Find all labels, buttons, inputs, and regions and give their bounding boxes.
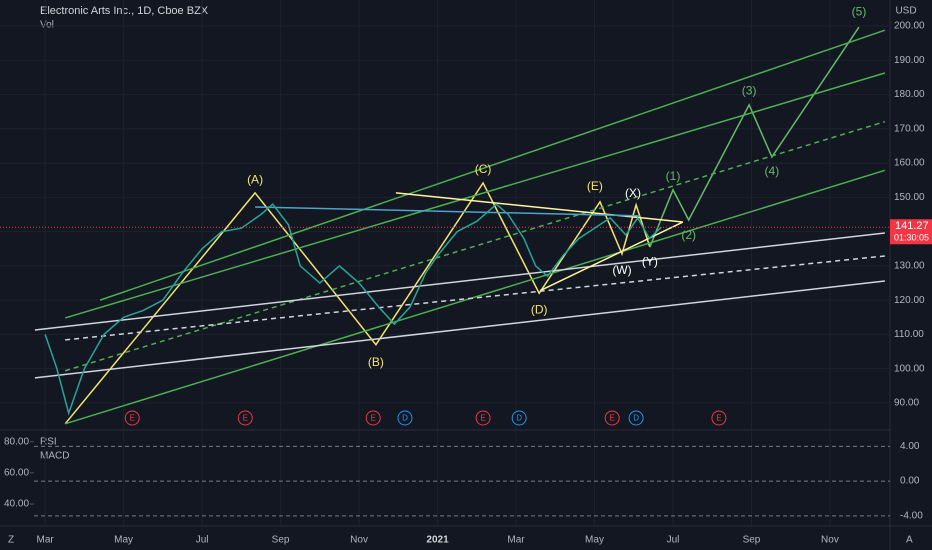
rsi-label: RSI — [40, 437, 57, 448]
event-marker[interactable] — [511, 410, 527, 426]
rsi-tick-label: 80.00 — [4, 436, 29, 447]
last-price-label: 141.27 — [895, 220, 929, 232]
y-tick-label: 130.00 — [894, 261, 925, 272]
macd-tick-label: 0.00 — [900, 476, 920, 487]
event-label: E — [371, 414, 376, 423]
wave-label: (B) — [368, 355, 384, 369]
x-tick-label: 2021 — [426, 535, 449, 546]
wave-label: (2) — [681, 228, 696, 242]
price-line — [44, 203, 662, 416]
x-tick-label: Nov — [350, 535, 368, 546]
event-label: E — [130, 414, 135, 423]
event-label: E — [716, 414, 721, 423]
trend-line — [649, 26, 860, 248]
trend-line — [99, 29, 886, 301]
chart-title: Electronic Arts Inc., 1D, Cboe BZX — [40, 5, 209, 17]
wave-label: (W) — [612, 263, 631, 277]
event-marker[interactable] — [475, 410, 491, 426]
event-marker[interactable] — [237, 410, 253, 426]
x-tick-label: Mar — [507, 535, 525, 546]
y-tick-label: 190.00 — [894, 55, 925, 66]
event-marker[interactable] — [628, 410, 644, 426]
wave-label: (3) — [742, 83, 757, 97]
event-marker[interactable] — [711, 410, 727, 426]
event-label: D — [633, 414, 639, 423]
macd-tick-label: 4.00 — [900, 441, 920, 452]
y-tick-label: 200.00 — [894, 21, 925, 32]
event-label: D — [516, 414, 522, 423]
wave-label: (5) — [852, 5, 867, 19]
trend-line — [395, 192, 683, 223]
event-label: E — [480, 414, 485, 423]
macd-label: MACD — [40, 451, 69, 462]
wave-label: (E) — [587, 179, 603, 193]
x-tick-label: Sep — [743, 535, 761, 546]
wave-label: (Y) — [642, 255, 658, 269]
x-tick-label: May — [585, 535, 604, 546]
subtitle: Vol — [40, 20, 54, 31]
rsi-tick-label: 60.00 — [4, 467, 29, 478]
trend-line — [34, 280, 885, 379]
corner-left[interactable]: Z — [8, 535, 14, 546]
last-price-box — [890, 219, 932, 245]
x-tick-label: Sep — [272, 535, 290, 546]
y-tick-label: 150.00 — [894, 192, 925, 203]
event-marker[interactable] — [604, 410, 620, 426]
y-tick-label: 100.00 — [894, 363, 925, 374]
wave-label: (D) — [531, 303, 548, 317]
y-tick-label: 90.00 — [894, 398, 919, 409]
x-tick-label: Nov — [821, 535, 839, 546]
trend-line — [64, 120, 886, 372]
x-tick-label: Jul — [196, 535, 209, 546]
wave-label: (C) — [475, 162, 492, 176]
trend-line — [64, 72, 886, 319]
wave-label: (A) — [247, 172, 263, 186]
trend-line — [64, 169, 886, 425]
x-tick-label: May — [114, 535, 133, 546]
event-label: E — [609, 414, 614, 423]
event-marker[interactable] — [365, 410, 381, 426]
wave-label: (X) — [625, 186, 641, 200]
macd-tick-label: -4.00 — [900, 510, 923, 521]
y-tick-label: 120.00 — [894, 295, 925, 306]
wave-label: (1) — [666, 169, 681, 183]
event-marker[interactable] — [397, 410, 413, 426]
event-label: E — [243, 414, 248, 423]
y-tick-label: 110.00 — [894, 329, 924, 340]
rsi-tick-label: 40.00 — [4, 499, 29, 510]
event-marker[interactable] — [124, 410, 140, 426]
y-tick-label: 160.00 — [894, 158, 925, 169]
trend-line — [540, 221, 684, 292]
trend-line — [64, 181, 651, 425]
wave-label: (4) — [765, 164, 780, 178]
corner-right[interactable]: A — [906, 535, 913, 546]
trend-line — [65, 255, 885, 341]
event-label: D — [402, 414, 408, 423]
y-tick-label: 180.00 — [894, 89, 925, 100]
trend-line — [34, 232, 885, 331]
countdown: 01:30:05 — [894, 233, 929, 243]
y-tick-label: 170.00 — [894, 123, 925, 134]
x-tick-label: Jul — [667, 535, 680, 546]
trend-line — [255, 206, 640, 217]
currency[interactable]: USD — [895, 6, 916, 17]
x-tick-label: Mar — [37, 535, 55, 546]
